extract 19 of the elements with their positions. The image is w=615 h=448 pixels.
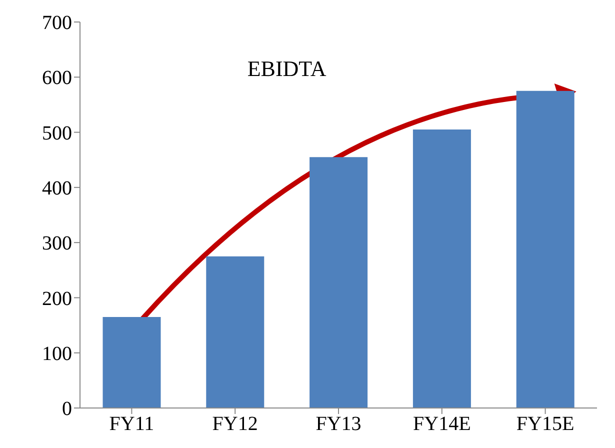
y-tick-label: 300 <box>42 232 72 255</box>
bar <box>102 317 161 408</box>
bar <box>516 90 574 408</box>
x-tick-label: FY12 <box>212 413 258 436</box>
x-tick-label: FY15E <box>516 413 574 436</box>
x-tick-label: FY13 <box>316 413 362 436</box>
x-tick-label: FY14E <box>413 413 471 436</box>
y-tick-label: 600 <box>42 67 72 90</box>
y-tick-label: 700 <box>42 12 72 34</box>
bar <box>310 157 368 408</box>
y-tick-label: 0 <box>62 398 72 420</box>
bar <box>412 130 471 408</box>
y-tick-label: 100 <box>42 342 72 365</box>
bar <box>206 256 264 408</box>
y-tick-label: 200 <box>42 288 72 310</box>
y-tick-label: 500 <box>42 122 72 144</box>
x-tick-label: FY11 <box>109 413 154 436</box>
text: EBIDTA <box>247 56 326 82</box>
y-tick-label: 400 <box>42 178 72 200</box>
